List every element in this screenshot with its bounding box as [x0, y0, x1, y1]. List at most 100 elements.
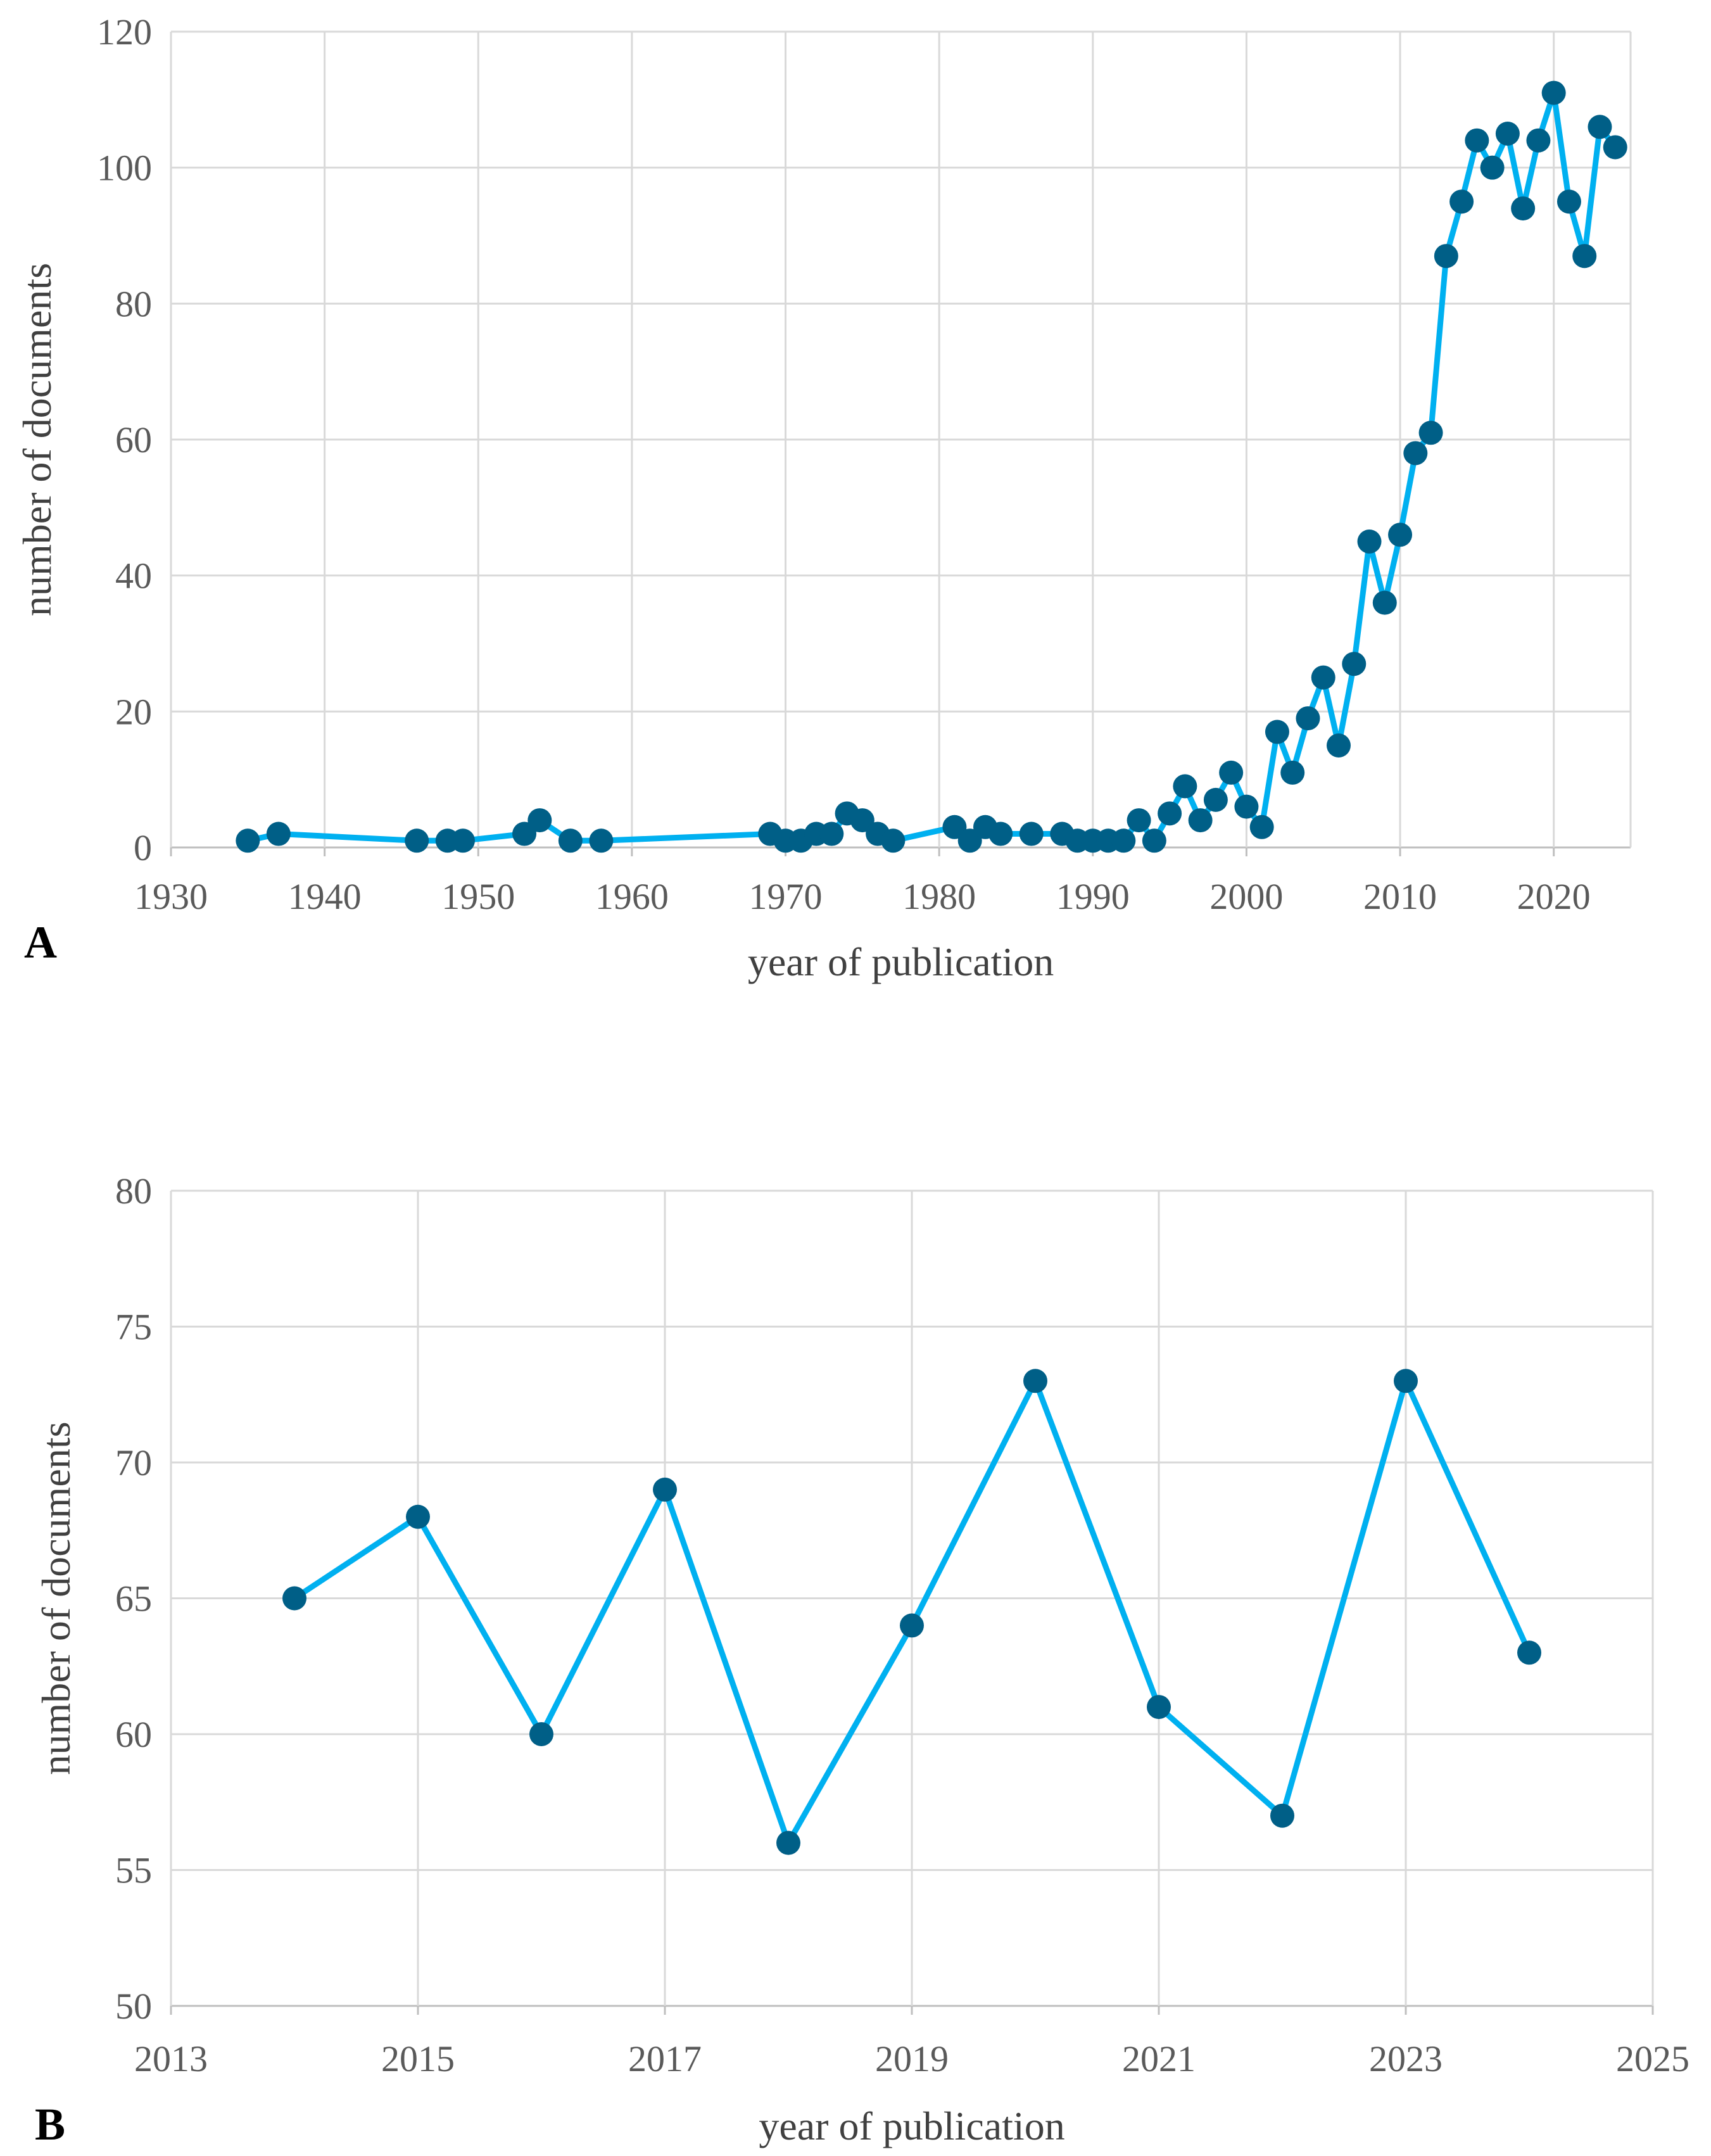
data-point: [819, 821, 844, 846]
y-tick-label: 50: [115, 1986, 152, 2027]
panel-a-letter: A: [24, 917, 57, 968]
data-point: [236, 828, 260, 853]
data-point: [1394, 1369, 1418, 1393]
y-tick-label: 120: [97, 11, 152, 53]
data-point: [1388, 523, 1413, 547]
y-tick-label: 70: [115, 1442, 152, 1483]
data-point: [1403, 441, 1428, 466]
data-point: [1588, 115, 1612, 139]
data-point: [1270, 1803, 1294, 1828]
data-point: [1311, 665, 1335, 690]
x-tick-label: 2015: [381, 2038, 455, 2079]
data-point: [1434, 244, 1458, 269]
x-tick-label: 1970: [749, 876, 823, 917]
data-point: [776, 1830, 800, 1855]
data-point: [1495, 122, 1520, 146]
data-point: [900, 1613, 924, 1638]
data-point: [1572, 244, 1597, 269]
data-point: [850, 808, 874, 833]
data-point: [1203, 787, 1228, 812]
x-tick-label: 2010: [1363, 876, 1437, 917]
x-tick-label: 2020: [1517, 876, 1591, 917]
data-point: [512, 821, 537, 846]
data-point: [1541, 80, 1566, 105]
data-point: [1111, 828, 1136, 853]
data-point: [1280, 760, 1305, 785]
y-tick-label: 65: [115, 1578, 152, 1620]
series-line: [244, 90, 1619, 844]
data-point: [451, 828, 475, 853]
y-tick-label: 75: [115, 1307, 152, 1348]
data-point: [1265, 720, 1289, 744]
x-tick-label: 2013: [134, 2038, 208, 2079]
data-point: [1127, 808, 1151, 833]
data-point: [988, 821, 1013, 846]
data-point: [1296, 706, 1320, 731]
data-point: [1249, 815, 1274, 839]
y-axis-title: number of documents: [15, 263, 60, 616]
x-tick-label: 2017: [628, 2038, 702, 2079]
data-point: [527, 808, 552, 833]
panel-b-chart: 2013 2015 2017 2019 2021 2023 2025 50 55 60 65 70 75…: [34, 1170, 1689, 2148]
data-point: [1449, 189, 1474, 214]
data-point: [529, 1722, 553, 1746]
x-tick-label: 2025: [1616, 2038, 1689, 2079]
data-point: [589, 828, 614, 853]
data-point: [1219, 760, 1244, 785]
y-tick-label: 60: [115, 419, 152, 460]
data-point: [405, 828, 429, 853]
data-point: [1234, 794, 1259, 819]
data-point: [1372, 590, 1397, 615]
x-tick-label: 1960: [595, 876, 669, 917]
data-point: [282, 1586, 306, 1611]
data-point: [1158, 801, 1182, 826]
data-point: [881, 828, 906, 853]
x-tick-label: 1980: [902, 876, 976, 917]
x-tick-label: 2019: [875, 2038, 949, 2079]
data-point: [1526, 128, 1551, 153]
y-tick-label: 60: [115, 1714, 152, 1755]
data-point: [1418, 421, 1443, 445]
y-tick-label: 0: [134, 827, 152, 868]
data-point: [957, 828, 982, 853]
data-point: [1147, 1695, 1171, 1720]
x-tick-label: 2023: [1369, 2038, 1443, 2079]
data-point: [1023, 1369, 1047, 1393]
y-tick-label: 55: [115, 1850, 152, 1891]
data-point: [1480, 155, 1505, 180]
data-point: [1342, 652, 1367, 676]
data-point: [1511, 196, 1536, 221]
x-tick-label: 1990: [1056, 876, 1130, 917]
y-tick-label: 20: [115, 691, 152, 732]
data-point: [1465, 128, 1489, 153]
x-tick-label: 1930: [134, 876, 208, 917]
data-point: [942, 815, 967, 839]
y-tick-label: 80: [115, 1170, 152, 1212]
panel-b-letter: B: [35, 2099, 65, 2150]
data-point: [558, 828, 583, 853]
data-point: [653, 1477, 677, 1502]
x-tick-label: 2000: [1209, 876, 1283, 917]
y-tick-label: 100: [97, 148, 152, 189]
x-axis-title: year of publication: [748, 939, 1054, 984]
x-tick-label: 1950: [441, 876, 515, 917]
panel-a-chart: 1930 1940 1950 1960 1970 1980 1990 2000 2010 2020…: [15, 11, 1632, 984]
data-point: [1019, 821, 1044, 846]
data-point: [1142, 828, 1166, 853]
x-tick-label: 1940: [288, 876, 362, 917]
y-axis-title: number of documents: [34, 1421, 79, 1775]
data-point: [1357, 529, 1382, 554]
x-axis-title: year of publication: [759, 2103, 1064, 2148]
data-point: [1173, 774, 1197, 799]
data-point: [1188, 808, 1213, 833]
data-point: [406, 1504, 430, 1529]
data-point: [266, 821, 291, 846]
data-point: [1556, 189, 1581, 214]
x-tick-label: 2021: [1122, 2038, 1196, 2079]
data-point: [1517, 1640, 1541, 1665]
data-point: [1327, 733, 1351, 758]
y-tick-label: 40: [115, 555, 152, 597]
data-point: [1603, 135, 1627, 160]
y-tick-label: 80: [115, 283, 152, 324]
